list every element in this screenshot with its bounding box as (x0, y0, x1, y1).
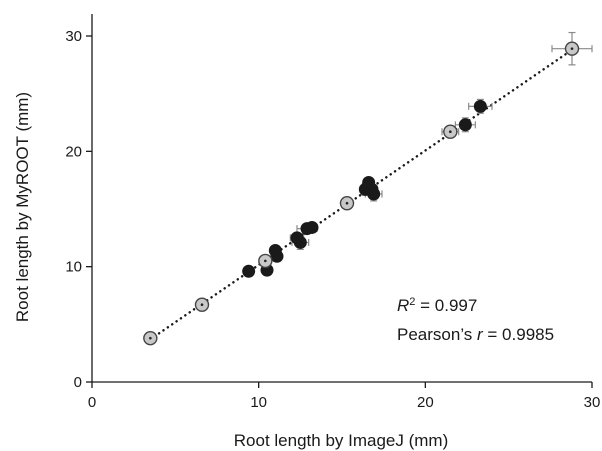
data-point-black (473, 99, 487, 113)
data-point-grey-center (449, 130, 452, 134)
x-tick-label: 0 (88, 394, 96, 411)
data-point-black (293, 235, 307, 249)
y-ticks: 0 10 20 30 (65, 28, 92, 391)
data-point-grey-center (570, 47, 574, 50)
x-ticks: 0 10 20 30 (88, 382, 601, 411)
trendline (149, 48, 574, 341)
data-point-black (367, 187, 381, 201)
data-point-grey-center (345, 201, 349, 205)
data-point-black (242, 264, 256, 278)
data-point-grey-center (200, 303, 204, 307)
data-point-grey-center (149, 336, 152, 340)
data-point-black (270, 249, 284, 263)
y-tick-label: 10 (65, 259, 82, 276)
data-point-grey-center (264, 259, 267, 263)
y-tick-label: 30 (65, 28, 82, 45)
x-tick-label: 20 (417, 394, 434, 411)
y-axis: 0 10 20 30 Root length by MyROOT (mm) (13, 14, 93, 391)
stats-annotation: R2 = 0.997 Pearson’s r = 0.9985 (397, 296, 554, 344)
x-axis-title: Root length by ImageJ (mm) (234, 431, 448, 450)
pearson-r-label: Pearson’s r = 0.9985 (397, 325, 554, 344)
y-tick-label: 0 (74, 374, 82, 391)
y-tick-label: 20 (65, 143, 82, 160)
x-tick-label: 30 (584, 394, 601, 411)
trendline-layer (149, 48, 574, 341)
data-point-black (458, 118, 472, 132)
x-axis: 0 10 20 30 Root length by ImageJ (mm) (88, 381, 601, 450)
r-squared-label: R2 = 0.997 (397, 296, 477, 315)
x-tick-label: 10 (250, 394, 267, 411)
marker-layer (143, 41, 580, 346)
data-point-black (305, 220, 319, 234)
y-axis-title: Root length by MyROOT (mm) (13, 92, 32, 322)
